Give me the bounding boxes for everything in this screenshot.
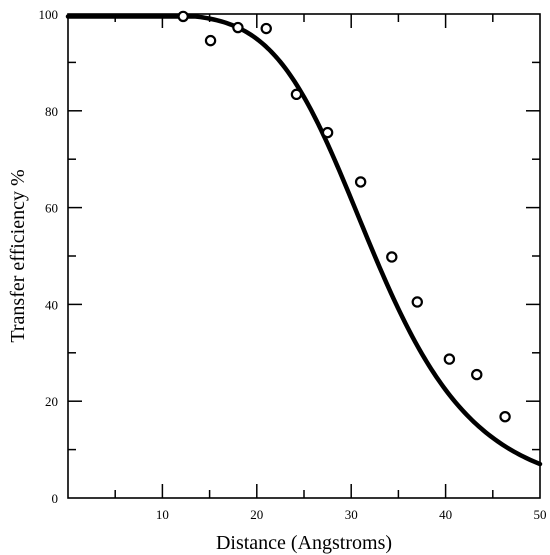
data-point [262,24,271,33]
x-tick-label: 30 [345,507,358,522]
data-point [413,297,422,306]
data-point [233,23,242,32]
y-tick-label: 40 [45,297,58,312]
y-tick-label: 20 [45,394,58,409]
data-point [500,412,509,421]
y-tick-label: 80 [45,104,58,119]
fit-curve-group [68,17,540,465]
axes [68,14,540,498]
x-tick-label: 40 [439,507,452,522]
ticks [68,14,540,498]
data-point [445,354,454,363]
x-tick-label: 20 [250,507,263,522]
plot-frame [68,14,540,498]
x-tick-label: 50 [534,507,547,522]
y-axis-label: Transfer efficiency % [7,169,29,342]
data-point [323,128,332,137]
data-point [356,177,365,186]
data-point [206,36,215,45]
tick-labels: 10 20 30 40 50 0 20 40 60 80 100 [39,7,547,522]
x-axis-label: Distance (Angstroms) [216,532,392,554]
data-point [179,12,188,21]
y-tick-label: 0 [52,491,59,506]
data-points [179,12,510,421]
fit-curve [68,17,540,465]
data-point [387,252,396,261]
y-tick-label: 100 [39,7,59,22]
y-tick-label: 60 [45,201,58,216]
data-point [292,90,301,99]
x-tick-label: 10 [156,507,169,522]
data-point [472,370,481,379]
